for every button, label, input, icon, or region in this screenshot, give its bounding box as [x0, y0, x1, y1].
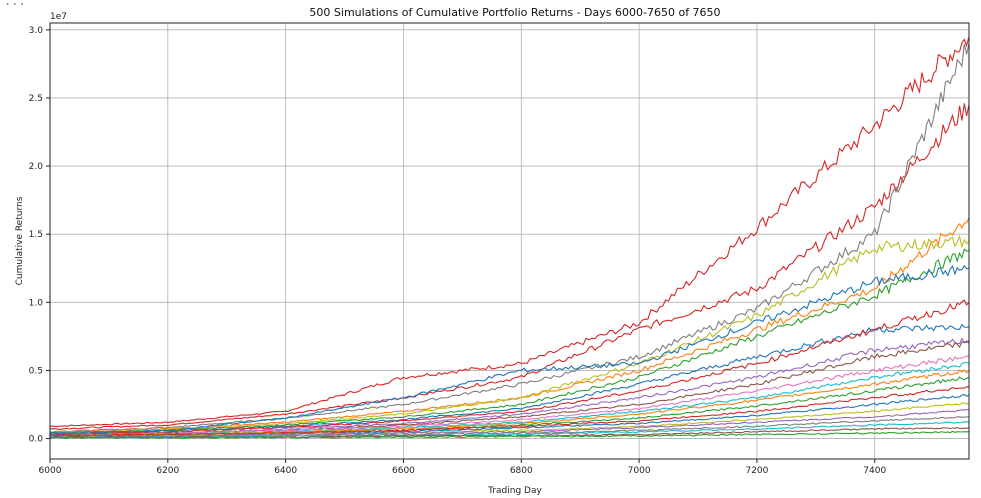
y-tick-label: 1.5 [29, 230, 43, 240]
y-tick-label: 2.0 [29, 162, 44, 172]
x-axis-ticks: 6000 6200 6400 6600 6800 7000 7200 7400 [39, 459, 886, 476]
x-tick-label: 7000 [628, 466, 651, 476]
simulation-series-line [49, 103, 970, 430]
x-axis-label: Trading Day [487, 486, 542, 496]
simulation-series-line [49, 217, 970, 433]
simulation-series-line [49, 43, 970, 433]
y-axis-label: Cumulative Returns [15, 196, 25, 285]
simulation-series-line [49, 36, 970, 428]
y-tick-label: 0.5 [29, 366, 43, 376]
y-tick-label: 3.0 [29, 26, 44, 36]
simulation-series-line [49, 408, 970, 439]
chart-title: 500 Simulations of Cumulative Portfolio … [309, 6, 720, 19]
simulation-series-line [49, 234, 970, 434]
simulation-series-line [49, 430, 969, 440]
simulation-series-line [49, 299, 970, 436]
x-tick-label: 6000 [39, 466, 62, 476]
simulation-series-line [49, 264, 970, 435]
simulation-series-line [49, 427, 970, 439]
simulation-series-line [50, 323, 970, 436]
y-tick-label: 2.5 [29, 94, 43, 104]
x-tick-label: 6200 [156, 466, 179, 476]
y-axis-ticks: 0.0 0.5 1.0 1.5 2.0 2.5 3.0 [29, 26, 50, 445]
simulation-series-line [50, 386, 970, 437]
y-tick-label: 1.0 [29, 298, 44, 308]
series-lines [49, 36, 970, 440]
simulation-series-line [49, 355, 970, 437]
simulation-series-line [49, 376, 970, 437]
y-tick-label: 0.0 [29, 435, 44, 445]
x-tick-label: 6400 [274, 466, 297, 476]
plot-area-frame [49, 22, 970, 460]
x-tick-label: 7400 [863, 466, 886, 476]
grid-lines [49, 23, 969, 459]
x-tick-label: 6600 [392, 466, 415, 476]
y-axis-multiplier: 1e7 [50, 12, 67, 22]
simulation-series-line [49, 248, 970, 434]
notebook-output-marker: ... [4, 0, 26, 8]
x-tick-label: 6800 [510, 466, 533, 476]
x-tick-label: 7200 [745, 466, 768, 476]
